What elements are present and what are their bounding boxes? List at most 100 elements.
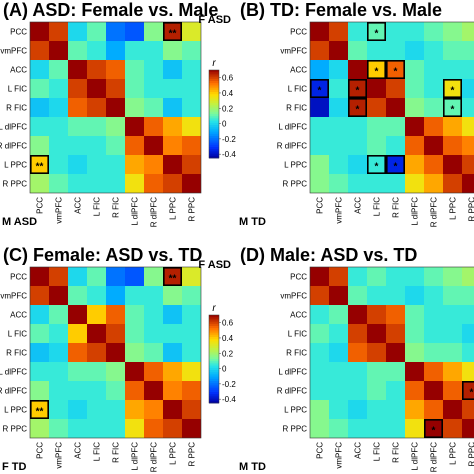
heatmap-cell (462, 98, 474, 117)
heatmap-cell (462, 22, 474, 41)
heatmap-cell (106, 155, 125, 174)
heatmap-cell (30, 98, 49, 117)
significance-box (366, 21, 386, 41)
heatmap-cell (182, 155, 201, 174)
heatmap-cell (443, 267, 462, 286)
heatmap-cell (68, 60, 87, 79)
heatmap-cell (443, 419, 462, 438)
heatmap-cell (106, 98, 125, 117)
heatmap-cell (386, 267, 405, 286)
colorbar-segment (209, 359, 219, 362)
heatmap-cell (405, 381, 424, 400)
significance-box (347, 79, 367, 99)
colorbar-tick-label: 0.4 (222, 89, 234, 98)
heatmap-cell (49, 155, 68, 174)
heatmap-cell (30, 41, 49, 60)
col-tick-label: L FIC (93, 442, 102, 461)
heatmap-cell (68, 419, 87, 438)
col-tick-label: R FIC (112, 197, 121, 218)
heatmap-cell (405, 419, 424, 438)
significance-marker: * (470, 388, 474, 399)
row-tick-label: L dlPFC (278, 368, 307, 377)
colorbar-segment (209, 396, 219, 399)
col-tick-label: PCC (36, 442, 45, 459)
heatmap-cell (310, 117, 329, 136)
row-tick-label: R PPC (3, 180, 28, 189)
significance-marker: * (318, 86, 322, 97)
heatmap-cell (106, 343, 125, 362)
heatmap-cell (106, 79, 125, 98)
row-tick-label: L FIC (288, 330, 307, 339)
heatmap-cell (367, 286, 386, 305)
heatmap-cell (125, 41, 144, 60)
heatmap-cell (367, 60, 386, 79)
heatmap-cell (49, 22, 68, 41)
colorbar-segment (209, 323, 219, 327)
heatmap-cell (424, 419, 443, 438)
colorbar-tick-label: -0.4 (222, 395, 236, 404)
heatmap-cell (348, 343, 367, 362)
heatmap-cell (405, 286, 424, 305)
significance-box (163, 266, 183, 286)
heatmap-cell (163, 41, 182, 60)
row-tick-label: PCC (10, 273, 27, 282)
heatmap-cell (106, 419, 125, 438)
heatmap-cell (310, 155, 329, 174)
heatmap-cell (329, 98, 348, 117)
matrix-frame (29, 21, 202, 194)
colorbar-segment (209, 389, 219, 393)
heatmap-cell (405, 267, 424, 286)
heatmap-cell (462, 286, 474, 305)
heatmap-cell (348, 400, 367, 419)
significance-box (461, 380, 474, 400)
row-tick-label: L FIC (8, 85, 27, 94)
colorbar-segment (209, 354, 219, 358)
heatmap-cell (462, 155, 474, 174)
heatmap-cell (310, 267, 329, 286)
significance-marker: * (451, 105, 455, 116)
heatmap-cell (424, 155, 443, 174)
heatmap-cell (424, 400, 443, 419)
significance-box (29, 155, 49, 175)
heatmap-cell (106, 362, 125, 381)
heatmap-cell (125, 60, 144, 79)
colorbar-segment (209, 332, 219, 336)
heatmap-cell (144, 22, 163, 41)
heatmap-cell (424, 267, 443, 286)
row-tick-label: L PPC (4, 161, 27, 170)
heatmap-cell (125, 98, 144, 117)
heatmap-cell (367, 98, 386, 117)
heatmap-cell (87, 362, 106, 381)
heatmap-cell (367, 41, 386, 60)
heatmap-cell (386, 41, 405, 60)
heatmap-cell (144, 41, 163, 60)
colorbar-segment (209, 76, 219, 80)
heatmap-cell (367, 343, 386, 362)
heatmap-cell (424, 305, 443, 324)
heatmap-cell (30, 22, 49, 41)
colorbar-segment (209, 337, 219, 340)
significance-box (442, 98, 462, 118)
heatmap-cell (68, 22, 87, 41)
heatmap-cell (125, 305, 144, 324)
heatmap-cell (405, 174, 424, 193)
colorbar-segment (209, 120, 219, 124)
heatmap-cell (30, 79, 49, 98)
col-tick-label: ACC (354, 442, 363, 459)
colorbar-segment (209, 94, 219, 97)
significance-box (366, 59, 386, 79)
significance-box (385, 59, 405, 79)
colorbar-segment (209, 81, 219, 84)
colorbar-frame (208, 314, 220, 404)
row-tick-label: R PPC (283, 425, 308, 434)
heatmap-cell (348, 155, 367, 174)
col-tick-label: L PPC (169, 197, 178, 220)
heatmap-cell (49, 98, 68, 117)
heatmap-cell (443, 174, 462, 193)
heatmap-cell (182, 362, 201, 381)
heatmap-cell (405, 155, 424, 174)
heatmap-cell (329, 419, 348, 438)
heatmap-cell (462, 305, 474, 324)
colorbar-segment (209, 381, 219, 384)
colorbar-segment (209, 352, 219, 355)
